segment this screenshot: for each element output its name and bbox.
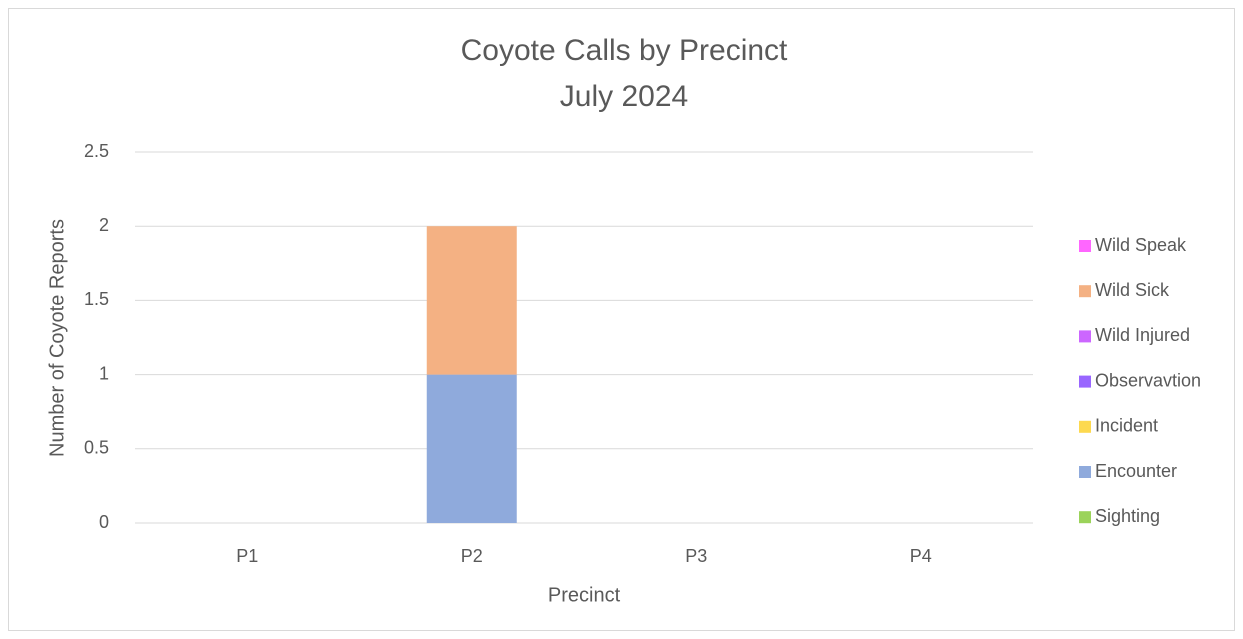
legend-swatch (1079, 511, 1091, 524)
bar-segment (426, 374, 517, 523)
chart-title: Coyote Calls by Precinct (461, 34, 788, 67)
legend-swatch (1079, 285, 1091, 298)
legend-swatch (1079, 466, 1091, 478)
y-tick-label: 1 (99, 363, 109, 383)
y-tick-label: 0.5 (84, 438, 109, 458)
x-tick-label: P1 (236, 546, 258, 566)
chart-subtitle: July 2024 (560, 80, 688, 113)
legend-label: Incident (1095, 416, 1158, 436)
y-tick-label: 1.5 (84, 289, 109, 309)
y-tick-label: 2 (99, 215, 109, 235)
x-tick-label: P4 (910, 546, 932, 566)
y-tick-label: 2.5 (84, 141, 109, 161)
legend-label: Observavtion (1095, 370, 1201, 390)
legend-label: Wild Injured (1095, 325, 1190, 345)
legend-swatch (1079, 330, 1091, 343)
x-axis-label: Precinct (548, 584, 621, 606)
legend-label: Wild Speak (1095, 235, 1187, 255)
x-tick-label: P3 (685, 546, 707, 566)
chart-frame (8, 8, 1235, 631)
x-tick-label: P2 (461, 546, 483, 566)
legend-label: Encounter (1095, 461, 1177, 481)
legend-label: Sighting (1095, 506, 1160, 526)
legend-swatch (1079, 240, 1091, 252)
legend-swatch (1079, 375, 1091, 388)
bar-segment (426, 226, 517, 375)
y-tick-label: 0 (99, 512, 109, 532)
legend-label: Wild Sick (1095, 280, 1170, 300)
legend-swatch (1079, 420, 1091, 433)
y-axis-label: Number of Coyote Reports (46, 219, 68, 457)
